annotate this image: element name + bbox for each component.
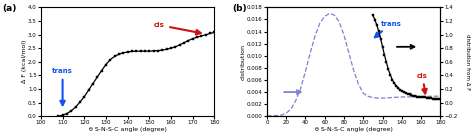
Text: cis: cis (154, 22, 201, 34)
Text: trans: trans (375, 21, 401, 37)
Text: trans: trans (52, 68, 73, 105)
Y-axis label: distribution from Δ F: distribution from Δ F (465, 34, 470, 90)
Y-axis label: distribution: distribution (241, 44, 246, 80)
Text: (a): (a) (3, 4, 17, 13)
Text: cis: cis (417, 73, 428, 94)
X-axis label: θ S-N-S-C angle (degree): θ S-N-S-C angle (degree) (89, 127, 166, 132)
Y-axis label: Δ F (kcal/mol): Δ F (kcal/mol) (22, 40, 27, 84)
X-axis label: θ S-N-S-C angle (degree): θ S-N-S-C angle (degree) (315, 127, 392, 132)
Text: (b): (b) (232, 4, 247, 13)
